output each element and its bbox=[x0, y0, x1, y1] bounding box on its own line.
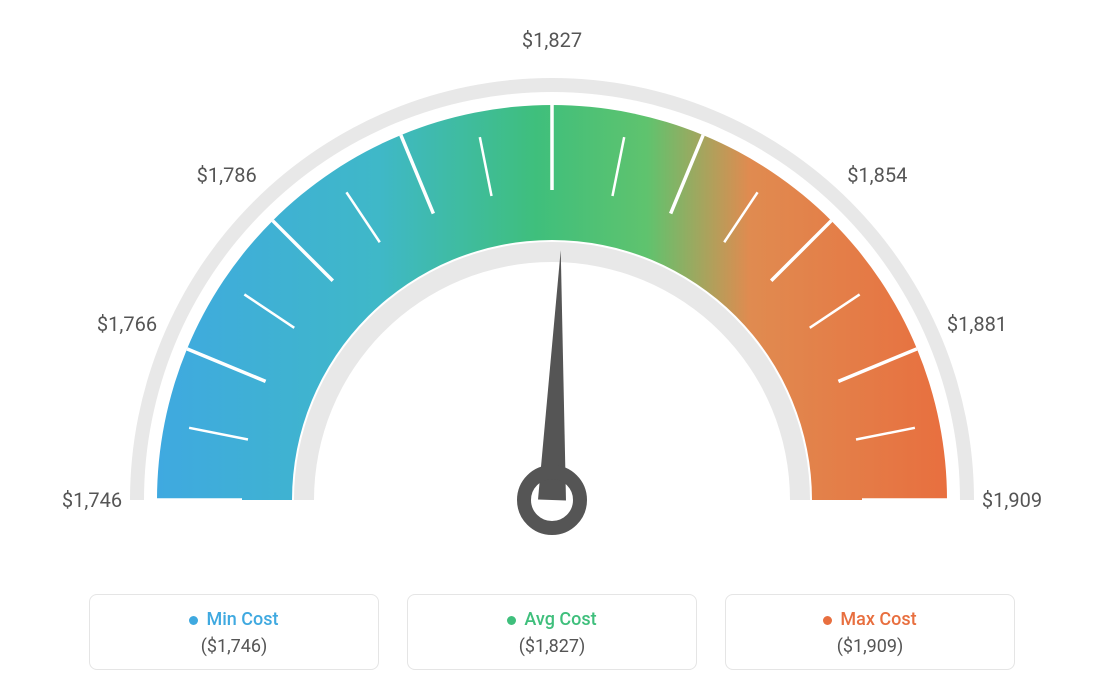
max-cost-card: Max Cost ($1,909) bbox=[725, 594, 1015, 670]
avg-cost-label: Avg Cost bbox=[418, 609, 686, 630]
gauge-scale-label: $1,854 bbox=[847, 163, 907, 187]
min-cost-value: ($1,746) bbox=[100, 636, 368, 657]
legend: Min Cost ($1,746) Avg Cost ($1,827) Max … bbox=[0, 594, 1104, 670]
dot-icon bbox=[823, 616, 832, 625]
gauge-scale-label: $1,786 bbox=[197, 163, 257, 187]
min-cost-label: Min Cost bbox=[100, 609, 368, 630]
gauge-chart: $1,746 $1,766 $1,786 $1,827 $1,854 $1,881 $1,9… bbox=[0, 0, 1104, 560]
avg-cost-card: Avg Cost ($1,827) bbox=[407, 594, 697, 670]
gauge-scale-label: $1,746 bbox=[62, 488, 122, 512]
gauge-scale-label: $1,827 bbox=[522, 28, 582, 52]
max-cost-label: Max Cost bbox=[736, 609, 1004, 630]
gauge-scale-label: $1,881 bbox=[947, 312, 1007, 336]
gauge-scale-label: $1,909 bbox=[982, 488, 1042, 512]
gauge-scale-label: $1,766 bbox=[97, 312, 157, 336]
dot-icon bbox=[189, 616, 198, 625]
max-cost-value: ($1,909) bbox=[736, 636, 1004, 657]
min-cost-card: Min Cost ($1,746) bbox=[89, 594, 379, 670]
avg-cost-value: ($1,827) bbox=[418, 636, 686, 657]
dot-icon bbox=[507, 616, 516, 625]
